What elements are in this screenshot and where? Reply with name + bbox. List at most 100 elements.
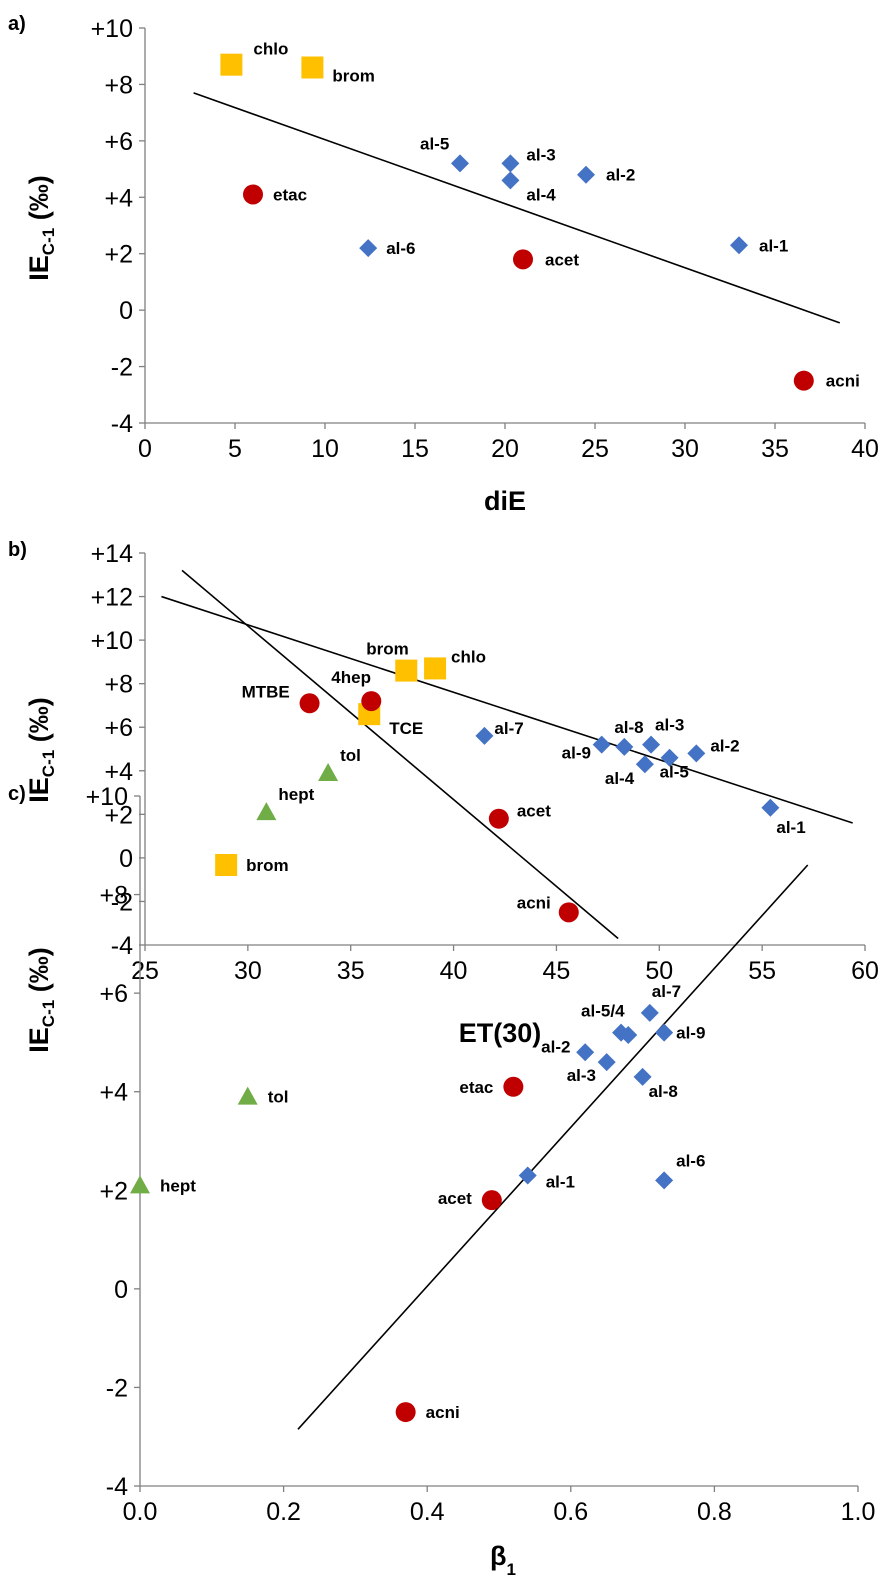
x-axis-title-subscript: 1: [507, 1560, 516, 1579]
data-point-label: al-6: [386, 239, 415, 258]
y-axis-title-main: IE: [24, 255, 54, 281]
x-tick-label: 10: [311, 435, 339, 463]
data-point-label: MTBE: [242, 682, 290, 701]
x-tick-label: 45: [543, 957, 571, 985]
y-axis-title-subscript: C-1: [39, 228, 58, 255]
y-axis-title-subscript: C-1: [39, 1000, 58, 1027]
x-tick-label: 35: [337, 957, 365, 985]
data-point-label: brom: [246, 856, 289, 875]
data-point-label: al-3: [655, 716, 684, 735]
data-point-label: al-7: [494, 719, 523, 738]
y-tick-label: +4: [104, 758, 133, 786]
x-tick-label: 55: [748, 957, 776, 985]
data-point-diamond: [619, 1026, 638, 1045]
data-point-diamond: [640, 1003, 659, 1022]
y-tick-label: +6: [99, 980, 128, 1008]
data-point-circle: [513, 249, 533, 270]
data-point-circle: [793, 370, 814, 391]
data-point-diamond: [501, 154, 520, 173]
y-tick-label: +8: [104, 671, 133, 699]
data-point-circle: [395, 1402, 416, 1423]
trend-line: [161, 595, 853, 824]
data-point-diamond: [642, 735, 661, 754]
y-axis-title-unit: (‰): [24, 947, 54, 999]
data-point-square: [301, 56, 324, 79]
x-tick-label: 60: [851, 957, 879, 985]
data-point-label: acet: [545, 250, 579, 269]
x-tick-label: 1.0: [841, 1498, 876, 1526]
x-tick-label: 50: [645, 957, 673, 985]
data-point-diamond: [655, 1023, 674, 1042]
data-point-diamond: [592, 735, 611, 754]
data-point-label: al-8: [614, 718, 643, 737]
data-point-square: [220, 53, 243, 76]
data-point-label: hept: [278, 785, 314, 804]
data-point-label: brom: [366, 640, 409, 659]
data-point-diamond: [359, 239, 378, 258]
x-tick-label: 25: [131, 957, 159, 985]
y-tick-label: +6: [104, 128, 133, 156]
data-point-diamond: [761, 798, 780, 817]
x-tick-label: 25: [581, 435, 609, 463]
y-tick-label: -4: [106, 1473, 128, 1501]
data-point-triangle: [237, 1086, 258, 1105]
x-tick-label: 30: [234, 957, 262, 985]
data-point-label: al-1: [776, 818, 805, 837]
y-tick-label: -4: [111, 410, 133, 438]
x-tick-label: 5: [228, 435, 242, 463]
y-tick-label: -2: [106, 1374, 128, 1402]
data-point-label: etac: [459, 1078, 493, 1097]
y-tick-label: +4: [104, 184, 133, 212]
y-tick-label: +2: [99, 1177, 128, 1205]
data-point-label: acet: [517, 802, 551, 821]
data-point-label: al-9: [562, 744, 591, 763]
data-point-triangle: [130, 1175, 150, 1194]
data-point-diamond: [633, 1067, 652, 1086]
data-point-label: al-7: [652, 982, 681, 1001]
y-tick-label: +2: [104, 801, 133, 829]
data-point-label: al-2: [541, 1037, 570, 1056]
data-point-label: acni: [426, 1403, 460, 1422]
x-tick-label: 30: [671, 435, 699, 463]
y-tick-label: -2: [111, 354, 133, 382]
data-point-label: chlo: [451, 647, 486, 666]
x-tick-label: 0.6: [553, 1498, 588, 1526]
y-axis-title: IEC-1 (‰): [24, 175, 58, 280]
y-tick-label: +12: [91, 584, 133, 612]
data-point-label: acni: [517, 893, 551, 912]
y-tick-label: -4: [111, 932, 133, 960]
data-point-label: 4hep: [331, 668, 371, 687]
data-point-diamond: [577, 165, 595, 184]
y-tick-label: +2: [104, 241, 133, 269]
y-tick-label: -2: [111, 888, 133, 916]
trend-line: [181, 569, 619, 940]
data-point-diamond: [501, 171, 520, 190]
y-axis-title-subscript: C-1: [39, 750, 58, 777]
data-point-diamond: [475, 726, 494, 745]
x-tick-label: 0.2: [266, 1498, 301, 1526]
data-point-circle: [361, 691, 382, 712]
y-tick-label: 0: [119, 297, 133, 325]
x-axis-title: β1: [490, 1541, 516, 1579]
data-point-label: etac: [273, 185, 307, 204]
x-tick-label: 15: [401, 435, 429, 463]
data-point-label: al-2: [710, 736, 739, 755]
x-tick-label: 20: [491, 435, 519, 463]
data-point-circle: [503, 1076, 524, 1097]
y-tick-label: 0: [119, 845, 133, 873]
data-point-circle: [299, 693, 320, 714]
data-point-circle: [481, 1190, 502, 1211]
chart-panel-3: c) -4 -2 0 +2 +4 +6 +8 +10 0.0 0.2 0.4 0.6 0.8 1.0 β1 IE…: [8, 783, 875, 1579]
data-point-label: al-2: [606, 166, 635, 185]
data-point-square: [424, 657, 447, 680]
x-tick-label: 40: [440, 957, 468, 985]
data-point-label: chlo: [253, 40, 288, 59]
data-point-diamond: [730, 236, 748, 255]
data-point-label: al-5/4: [581, 1002, 625, 1021]
panel-label: a): [8, 13, 26, 35]
data-point-square: [215, 854, 238, 876]
data-point-diamond: [655, 1171, 674, 1190]
chart-panel-1: a) -4 -2 0 +2 +4 +6 +8 +10 0 5 10 15 20 25 30 35 40 diE IEC…: [8, 13, 879, 516]
data-point-diamond: [576, 1043, 595, 1062]
